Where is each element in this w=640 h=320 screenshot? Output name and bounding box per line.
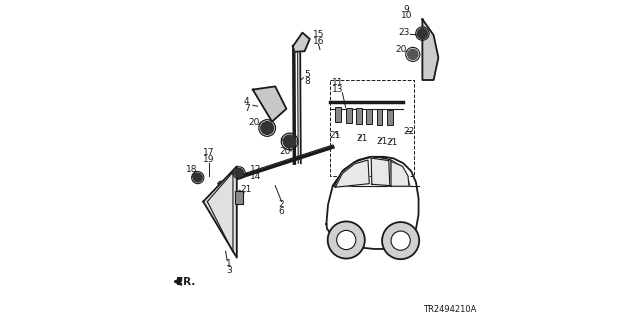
Polygon shape	[391, 161, 409, 186]
Circle shape	[234, 168, 243, 177]
Bar	[236, 191, 243, 204]
Text: 12: 12	[250, 165, 262, 174]
Bar	[387, 110, 393, 125]
Text: 19: 19	[204, 156, 214, 164]
Polygon shape	[253, 86, 287, 122]
Text: 16: 16	[313, 37, 324, 46]
Text: 14: 14	[250, 172, 262, 181]
Text: 23: 23	[398, 28, 410, 37]
Polygon shape	[422, 19, 438, 80]
Text: 21: 21	[356, 134, 367, 143]
Text: TR2494210A: TR2494210A	[424, 305, 477, 314]
Circle shape	[193, 173, 202, 182]
Text: 18: 18	[186, 165, 197, 174]
Polygon shape	[204, 166, 237, 258]
Text: 21: 21	[387, 138, 398, 147]
Circle shape	[382, 222, 419, 259]
Text: 9: 9	[404, 5, 409, 14]
Text: 13: 13	[332, 85, 343, 94]
Bar	[376, 109, 383, 125]
Polygon shape	[335, 160, 369, 187]
Text: 10: 10	[401, 12, 413, 20]
Circle shape	[261, 122, 274, 134]
Circle shape	[391, 231, 410, 250]
Text: 11: 11	[332, 78, 343, 87]
Bar	[366, 109, 372, 124]
Text: 6: 6	[279, 207, 284, 216]
Text: 22: 22	[403, 127, 415, 136]
Bar	[335, 107, 341, 122]
Circle shape	[284, 135, 296, 148]
Polygon shape	[292, 33, 310, 52]
Text: 21: 21	[376, 137, 388, 146]
Text: 7: 7	[244, 104, 250, 113]
Text: 2: 2	[279, 200, 284, 209]
Bar	[356, 108, 362, 124]
Text: 1: 1	[226, 259, 232, 268]
Text: 20: 20	[249, 118, 260, 127]
Bar	[346, 108, 352, 123]
Text: 17: 17	[204, 148, 214, 157]
Text: 20: 20	[279, 147, 291, 156]
Text: 5: 5	[305, 70, 310, 79]
Text: 8: 8	[305, 77, 310, 86]
Text: 4: 4	[244, 97, 250, 106]
Circle shape	[417, 28, 428, 39]
Text: 3: 3	[226, 266, 232, 275]
Text: 21: 21	[330, 131, 341, 140]
Circle shape	[408, 49, 418, 60]
Text: 20: 20	[395, 45, 406, 54]
Text: FR.: FR.	[176, 276, 195, 287]
Text: 21: 21	[240, 185, 252, 194]
Text: 15: 15	[313, 30, 324, 39]
Polygon shape	[371, 158, 390, 186]
Circle shape	[328, 221, 365, 259]
Circle shape	[337, 230, 356, 250]
